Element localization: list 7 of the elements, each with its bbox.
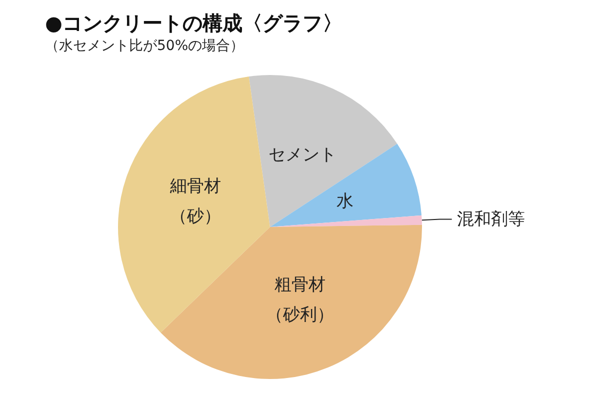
slice-label: 混和剤等 bbox=[456, 209, 525, 230]
slice-label: 水 bbox=[336, 192, 354, 212]
chart-subtitle: （水セメント比が50%の場合） bbox=[45, 38, 244, 54]
slice-label: セメント bbox=[268, 145, 337, 166]
chart-title: ●コンクリートの構成〈グラフ〉 bbox=[45, 11, 342, 35]
slice-label: 細骨材（砂） bbox=[168, 176, 221, 226]
slice-label: 粗骨材（砂利） bbox=[266, 275, 334, 326]
